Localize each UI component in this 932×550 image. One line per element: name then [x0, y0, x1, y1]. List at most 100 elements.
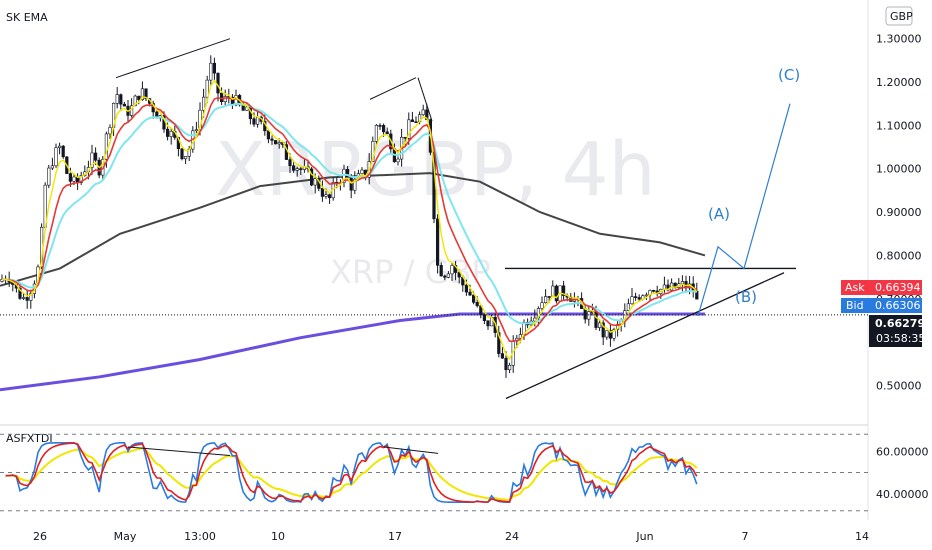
candle-body: [220, 92, 224, 103]
candle-body: [29, 293, 33, 301]
time-tick-label: 26: [33, 530, 47, 543]
candle-body: [184, 156, 188, 160]
candle-body: [468, 291, 472, 296]
candle-body: [597, 322, 602, 328]
candle-body: [583, 308, 587, 320]
candle-body: [471, 294, 476, 303]
candle-body: [324, 194, 328, 197]
candle-body: [108, 127, 112, 135]
candle-body: [630, 296, 634, 305]
bid-price-value: 0.66306: [875, 299, 921, 312]
time-tick-label: 17: [388, 530, 402, 543]
candle-body: [547, 296, 551, 298]
oscillator-blue-path: [5, 442, 698, 504]
candle-body: [21, 297, 26, 299]
candle-body: [457, 272, 461, 278]
main-indicator-label[interactable]: SK EMA: [6, 11, 48, 24]
price-tick-label: 1.10000: [876, 119, 922, 132]
candle-body: [504, 357, 508, 371]
bid-tag-label: Bid: [846, 299, 864, 312]
candle-body: [166, 128, 170, 137]
candle-body: [122, 103, 126, 107]
candle-body: [439, 265, 443, 277]
peak-trendline: [115, 38, 231, 79]
price-tick-label: 1.30000: [876, 33, 922, 46]
candle-body: [374, 125, 379, 142]
currency-badge[interactable]: GBP: [890, 10, 913, 23]
peak-trendline: [369, 77, 417, 100]
price-tick-label: 0.80000: [876, 249, 922, 262]
currency-badge-box[interactable]: [885, 6, 913, 26]
short-emas: [2, 79, 698, 361]
ema-200-path: [0, 172, 706, 287]
ask-price-value: 0.66394: [875, 281, 921, 294]
candle-body: [421, 109, 425, 116]
candle-body: [320, 188, 325, 197]
candle-body: [50, 165, 54, 169]
candle-body: [396, 158, 400, 163]
time-tick-label: May: [114, 530, 137, 543]
candle-body: [270, 138, 274, 141]
candle-body: [291, 165, 296, 171]
candle-body: [245, 106, 249, 111]
time-axis[interactable]: 26 May 13:00 10 17 24 Jun 7 14: [33, 530, 869, 543]
candle-body: [255, 116, 260, 125]
candle-body: [72, 176, 76, 182]
sub-indicator-label[interactable]: ASFXTDI: [6, 432, 53, 445]
candle-body: [327, 194, 332, 199]
candle-body: [18, 287, 22, 299]
countdown-value: 03:58:35: [876, 332, 925, 345]
time-tick-label: 7: [742, 530, 749, 543]
candle-body: [194, 129, 199, 132]
ema-200-line: [0, 172, 706, 287]
candle-body: [119, 94, 123, 105]
candle-body: [288, 159, 292, 167]
candle-body: [216, 72, 220, 94]
ask-price-box: [869, 280, 922, 295]
candle-body: [378, 125, 382, 127]
candle-body: [25, 297, 29, 301]
time-tick-label: 10: [271, 530, 285, 543]
candle-body: [212, 62, 217, 74]
candle-body: [54, 147, 58, 167]
candle-body: [169, 130, 173, 137]
candle-body: [601, 322, 605, 338]
candle-body: [507, 365, 512, 371]
ema-long-path: [0, 312, 705, 392]
wave-projection-path: [697, 103, 791, 317]
candle-body: [540, 302, 544, 309]
candle-body: [79, 175, 83, 183]
candle-body: [385, 131, 389, 135]
oscillator-pane: 40.00000 60.00000: [0, 433, 929, 512]
candle-body: [403, 136, 407, 139]
candle-body: [299, 168, 303, 170]
candle-body: [410, 119, 415, 123]
candle-body: [475, 302, 479, 307]
oscillator-yellow-path: [5, 447, 698, 501]
price-tick-label: 0.90000: [876, 206, 922, 219]
time-tick-label: 14: [855, 530, 869, 543]
candle-body: [180, 148, 184, 160]
ask-tag-label: Ask: [845, 281, 865, 294]
candle-body: [435, 218, 440, 266]
candle-body: [277, 142, 281, 145]
candle-body: [554, 285, 558, 302]
candle-body: [353, 178, 357, 191]
peak-trendline: [417, 77, 433, 122]
candle-body: [266, 130, 271, 140]
candle-body: [313, 178, 317, 186]
candle-body: [381, 125, 386, 133]
time-tick-label: Jun: [635, 530, 653, 543]
candle-body: [68, 173, 72, 182]
oscillator-tick-label: 40.00000: [876, 488, 929, 501]
candle-body: [360, 169, 364, 174]
candle-body: [486, 320, 490, 327]
last-price-box: [869, 315, 922, 347]
candle-body: [94, 152, 98, 161]
candle-body: [407, 119, 411, 139]
wave-label-c: (C): [778, 66, 800, 84]
candle-body: [252, 118, 256, 125]
candle-body: [497, 332, 501, 354]
candle-body: [644, 294, 648, 297]
